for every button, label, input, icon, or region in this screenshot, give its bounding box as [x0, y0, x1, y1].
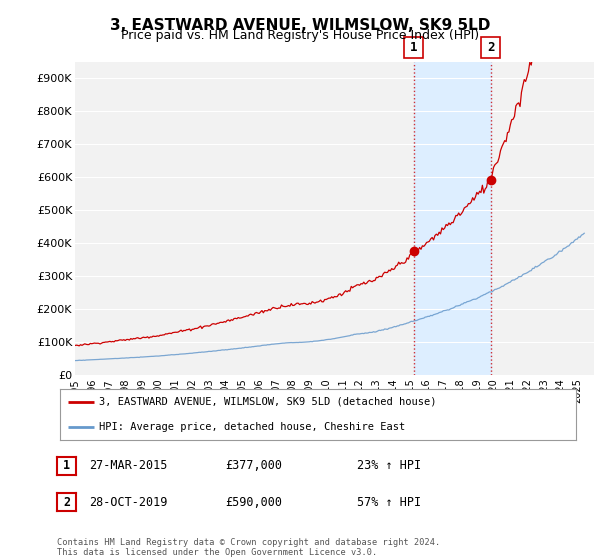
- Text: £590,000: £590,000: [225, 496, 282, 509]
- FancyBboxPatch shape: [404, 36, 423, 58]
- Text: £377,000: £377,000: [225, 459, 282, 473]
- Bar: [413, 62, 491, 375]
- Text: 2: 2: [487, 41, 494, 54]
- Text: 23% ↑ HPI: 23% ↑ HPI: [357, 459, 421, 473]
- Text: HPI: Average price, detached house, Cheshire East: HPI: Average price, detached house, Ches…: [98, 422, 405, 432]
- Text: 28-OCT-2019: 28-OCT-2019: [89, 496, 167, 509]
- Text: Price paid vs. HM Land Registry's House Price Index (HPI): Price paid vs. HM Land Registry's House …: [121, 29, 479, 42]
- Text: 2: 2: [63, 496, 70, 509]
- Text: Contains HM Land Registry data © Crown copyright and database right 2024.
This d: Contains HM Land Registry data © Crown c…: [57, 538, 440, 557]
- FancyBboxPatch shape: [481, 36, 500, 58]
- Text: 1: 1: [410, 41, 418, 54]
- Text: 57% ↑ HPI: 57% ↑ HPI: [357, 496, 421, 509]
- Text: 1: 1: [63, 459, 70, 473]
- Text: 27-MAR-2015: 27-MAR-2015: [89, 459, 167, 473]
- Text: 3, EASTWARD AVENUE, WILMSLOW, SK9 5LD (detached house): 3, EASTWARD AVENUE, WILMSLOW, SK9 5LD (d…: [98, 397, 436, 407]
- Text: 3, EASTWARD AVENUE, WILMSLOW, SK9 5LD: 3, EASTWARD AVENUE, WILMSLOW, SK9 5LD: [110, 18, 490, 34]
